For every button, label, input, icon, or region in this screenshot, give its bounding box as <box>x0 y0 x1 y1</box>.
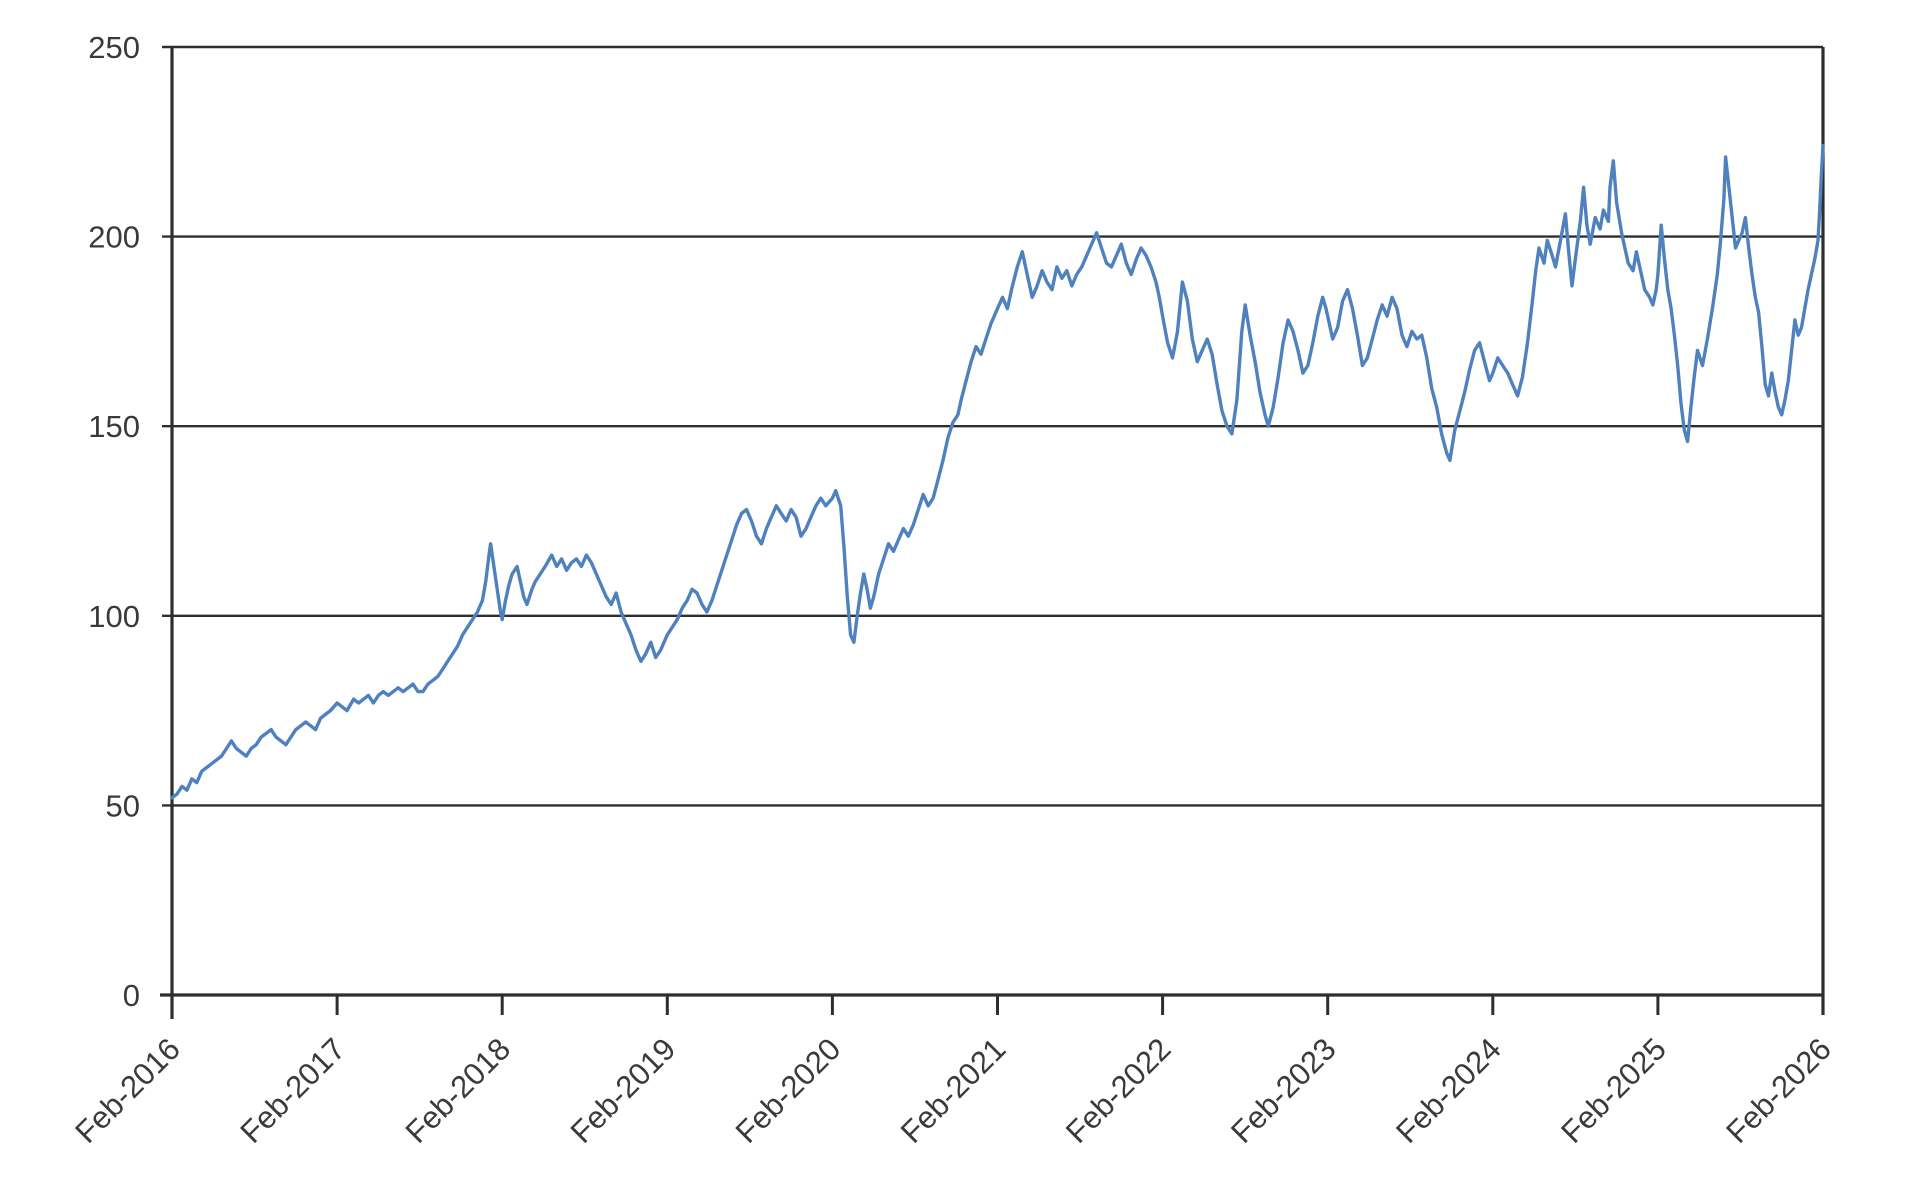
x-tick-label: Feb-2017 <box>233 1031 352 1150</box>
x-tick-label: Feb-2019 <box>564 1031 683 1150</box>
y-tick-label: 150 <box>88 409 140 444</box>
x-tick-label: Feb-2022 <box>1059 1031 1178 1150</box>
y-tick-label: 0 <box>123 978 140 1013</box>
x-tick-label: Feb-2023 <box>1224 1031 1343 1150</box>
x-tick-label: Feb-2025 <box>1554 1031 1673 1150</box>
x-tick-label: Feb-2021 <box>894 1031 1013 1150</box>
x-tick-label: Feb-2026 <box>1719 1031 1838 1150</box>
x-tick-label: Feb-2016 <box>68 1031 187 1150</box>
y-tick-label: 200 <box>88 220 140 255</box>
x-tick-label: Feb-2024 <box>1389 1031 1508 1150</box>
y-tick-label: 250 <box>88 30 140 65</box>
x-tick-label: Feb-2018 <box>399 1031 518 1150</box>
y-tick-label: 50 <box>106 788 140 823</box>
x-tick-label: Feb-2020 <box>729 1031 848 1150</box>
y-tick-label: 100 <box>88 599 140 634</box>
price-line <box>170 143 1825 800</box>
